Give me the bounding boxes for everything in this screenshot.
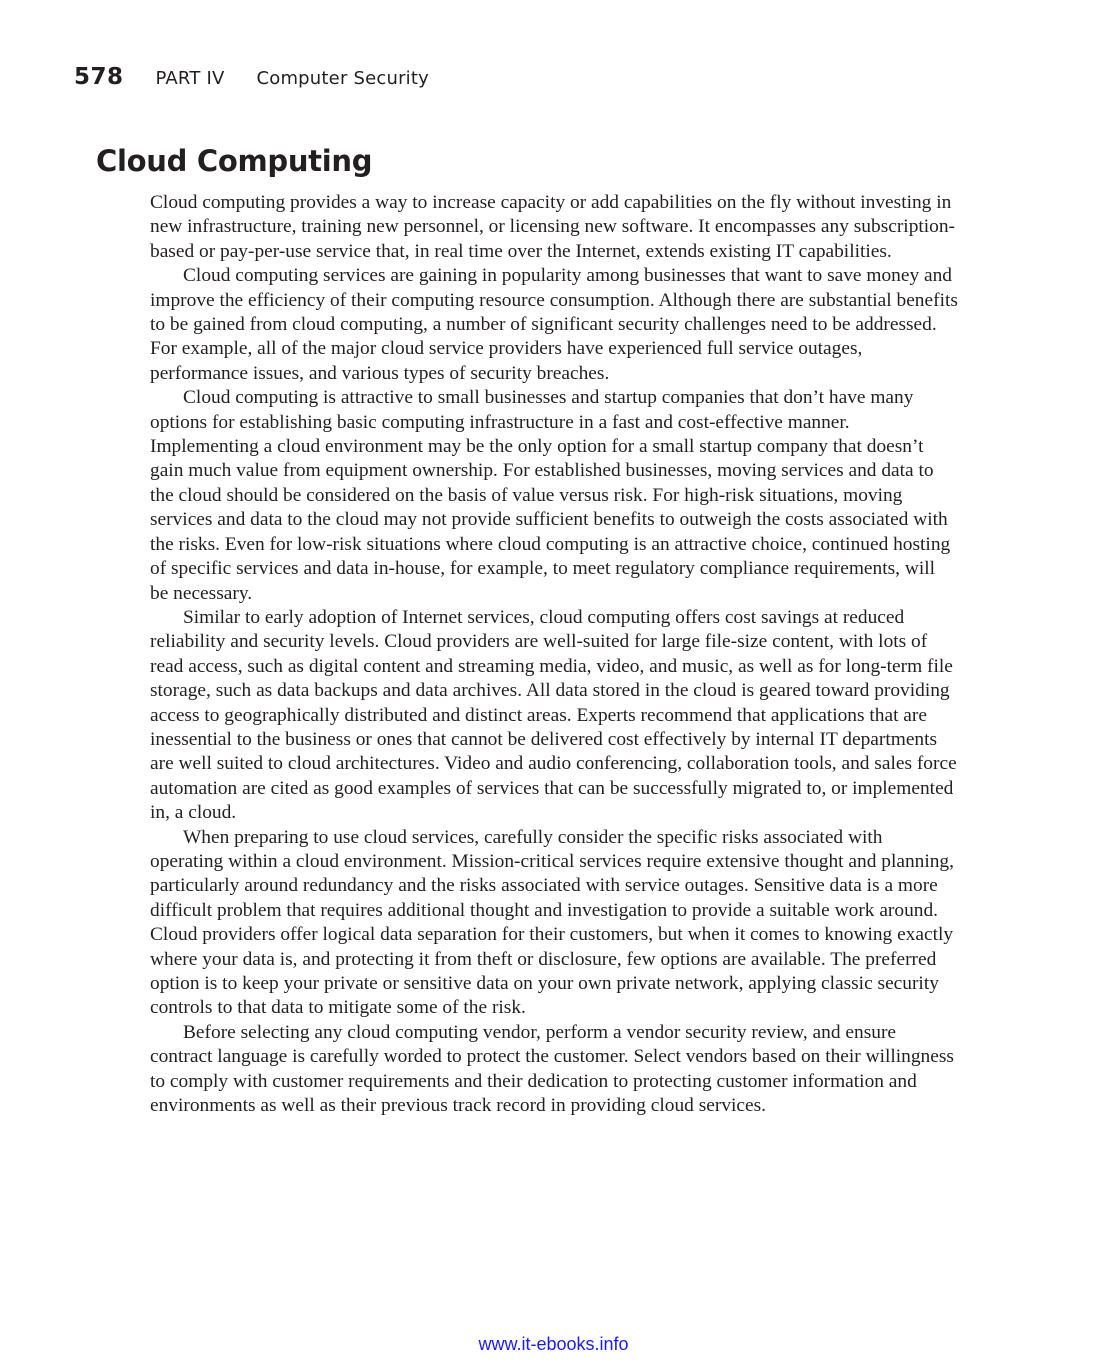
part-label: PART IV (155, 68, 225, 89)
running-head: 578 PART IV Computer Security (74, 64, 429, 90)
chapter-label: Computer Security (256, 68, 429, 89)
paragraph: Cloud computing services are gaining in … (150, 265, 958, 384)
paragraph: Cloud computing is attractive to small b… (150, 387, 951, 604)
paragraph: Cloud computing provides a way to increa… (150, 192, 956, 262)
paragraph: Before selecting any cloud computing ven… (150, 1021, 954, 1117)
paragraph: Similar to early adoption of Internet se… (150, 606, 957, 824)
section-heading: Cloud Computing (96, 144, 373, 178)
page-number: 578 (74, 64, 124, 90)
body-text: Cloud computing provides a way to increa… (150, 191, 958, 1118)
footer-link[interactable]: www.it-ebooks.info (478, 1334, 629, 1354)
paragraph: When preparing to use cloud services, ca… (150, 826, 954, 1019)
